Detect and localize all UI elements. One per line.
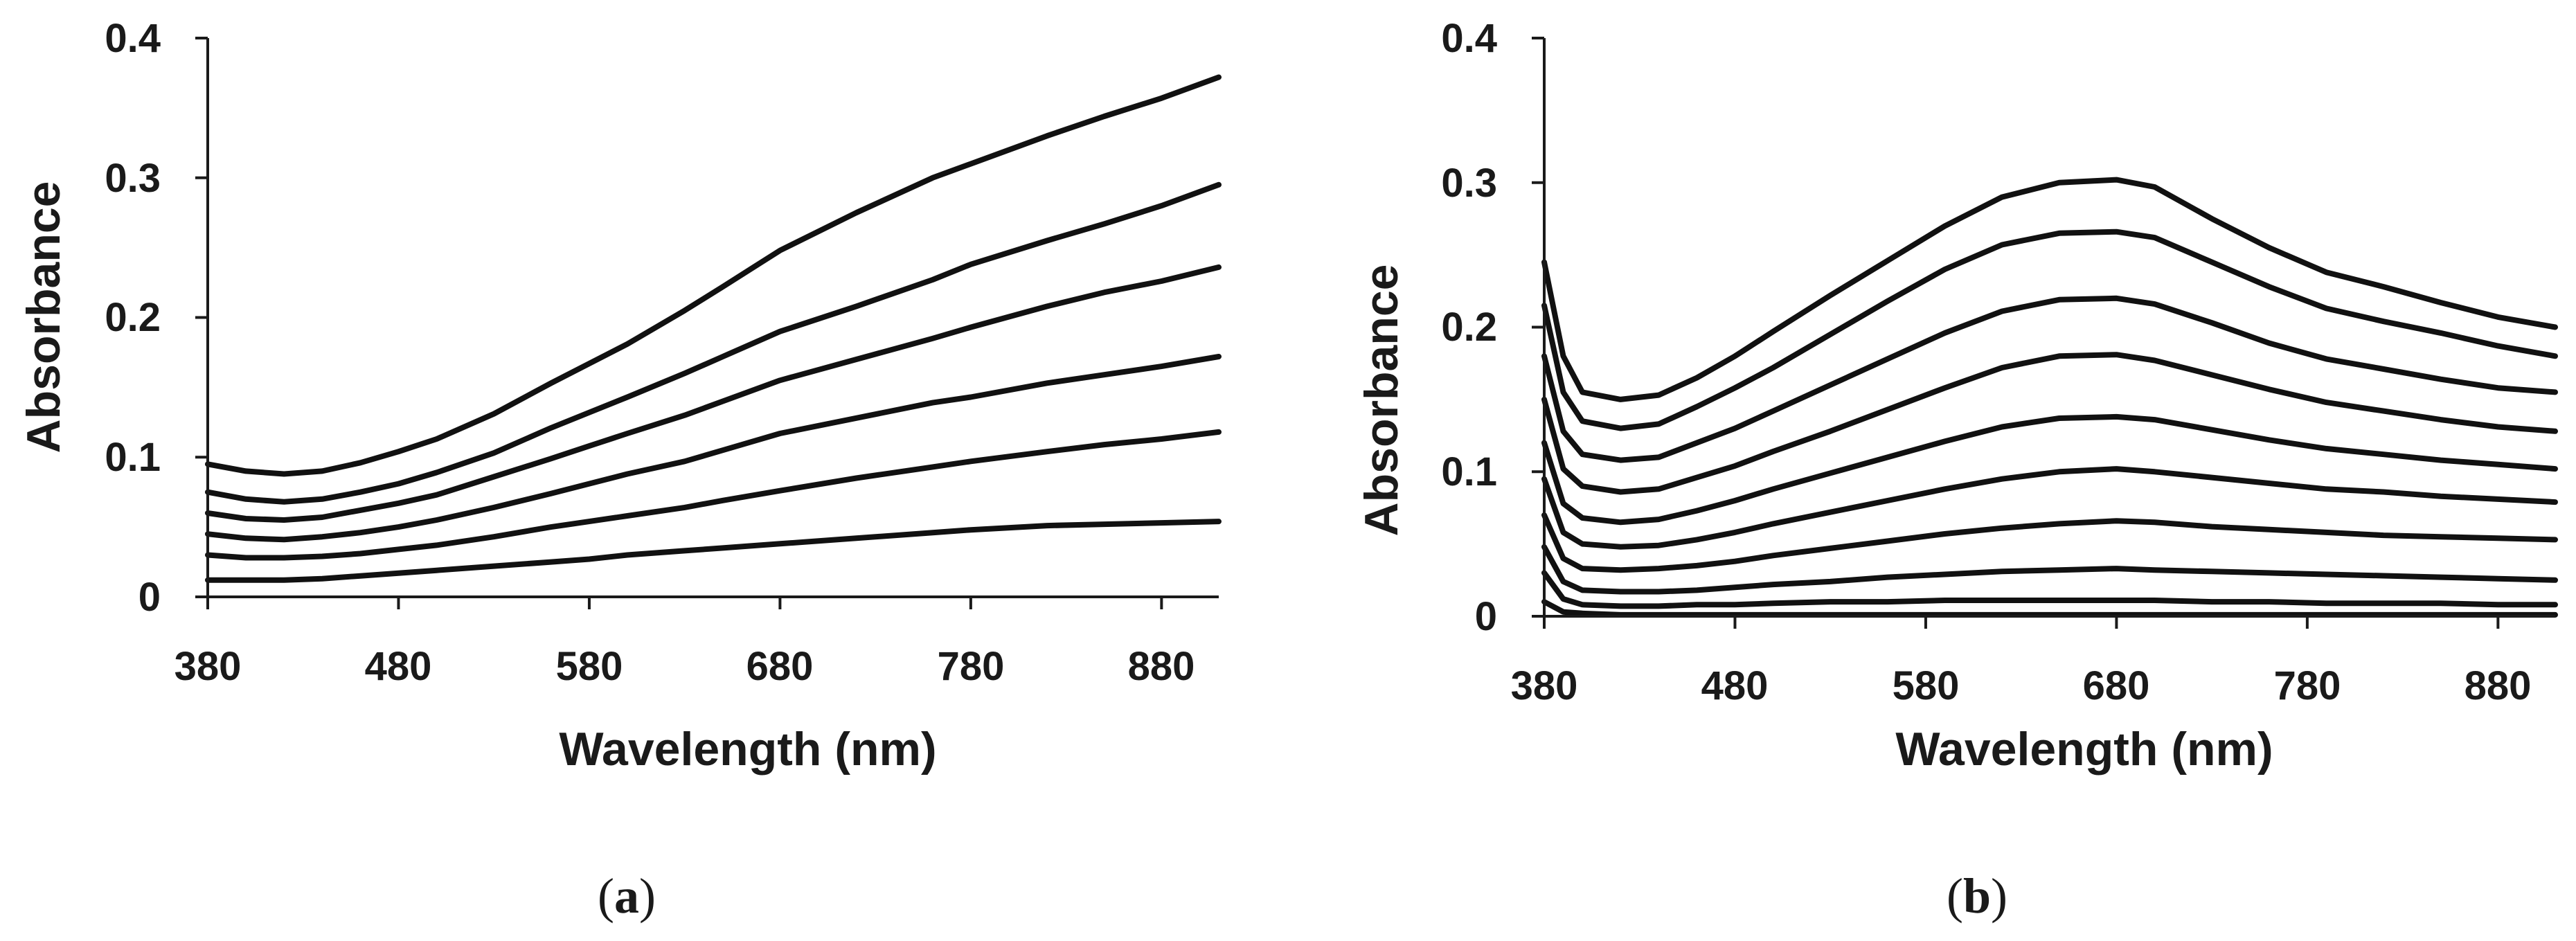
panel-b-xtick-3: 680 xyxy=(2083,663,2150,708)
panel-a-ytick-0: 0 xyxy=(138,575,161,620)
panel-b-ytick-3: 0.3 xyxy=(1441,161,1497,206)
panel-b-xtick-5: 880 xyxy=(2465,663,2532,708)
panel-a-series-5 xyxy=(205,429,1222,561)
panel-b-xtick-2: 580 xyxy=(1893,663,1960,708)
panel-b-series xyxy=(1541,177,2558,618)
panel-a-xtick-3: 680 xyxy=(746,644,814,689)
panel-a-series-4 xyxy=(205,354,1222,543)
panel-b-series-1 xyxy=(1541,177,2558,402)
panel-b-series-6 xyxy=(1541,466,2558,550)
panel-a-xlabel: Wavelength (nm) xyxy=(559,723,936,776)
panel-a-ytick-4: 0.4 xyxy=(105,16,161,61)
panel-a-series-2 xyxy=(205,181,1222,505)
panel-a-xtick-0: 380 xyxy=(175,644,242,689)
panel-b-xtick-0: 380 xyxy=(1511,663,1578,708)
panel-a-ticks xyxy=(195,37,1163,609)
panel-b-xtick-1: 480 xyxy=(1701,663,1769,708)
panel-a-ytick-3: 0.3 xyxy=(105,156,161,201)
panel-a-xtick-2: 580 xyxy=(556,644,623,689)
panel-a-xtick-5: 880 xyxy=(1128,644,1195,689)
panel-b-xlabel: Wavelength (nm) xyxy=(1895,723,2273,776)
panel-b-series-4 xyxy=(1541,352,2558,495)
panel-b-ytick-1: 0.1 xyxy=(1441,449,1497,494)
panel-a-series-6 xyxy=(205,519,1222,583)
panel-a-series-3 xyxy=(205,264,1222,523)
panel-a: 0 0.1 0.2 0.3 0.4 380 480 580 680 780 88… xyxy=(17,16,1222,924)
panel-b-ytick-2: 0.2 xyxy=(1441,305,1497,350)
panel-b: 0 0.1 0.2 0.3 0.4 380 480 580 680 780 88… xyxy=(1355,16,2558,924)
panel-b-series-5 xyxy=(1541,413,2558,526)
panel-b-series-8 xyxy=(1541,544,2558,595)
panel-b-series-2 xyxy=(1541,228,2558,431)
panel-b-series-7 xyxy=(1541,512,2558,573)
panel-b-series-9 xyxy=(1541,570,2558,609)
panel-a-xtick-4: 780 xyxy=(938,644,1005,689)
panel-b-ytick-0: 0 xyxy=(1475,594,1497,639)
panel-a-series xyxy=(205,74,1222,583)
panel-b-series-10 xyxy=(1541,599,2558,618)
panel-b-label: (b) xyxy=(1947,868,2007,924)
panel-a-ytick-2: 0.2 xyxy=(105,295,161,340)
panel-b-ticks xyxy=(1532,37,2500,629)
panel-b-xtick-4: 780 xyxy=(2274,663,2341,708)
panel-a-label: (a) xyxy=(598,868,656,924)
panel-a-ytick-1: 0.1 xyxy=(105,435,161,480)
panel-a-series-1 xyxy=(205,74,1222,477)
panel-b-series-3 xyxy=(1541,295,2558,463)
panel-b-ylabel: Absorbance xyxy=(1355,265,1408,537)
panel-b-ytick-4: 0.4 xyxy=(1441,16,1497,61)
panel-a-xtick-1: 480 xyxy=(365,644,432,689)
panel-a-ylabel: Absorbance xyxy=(17,181,70,454)
